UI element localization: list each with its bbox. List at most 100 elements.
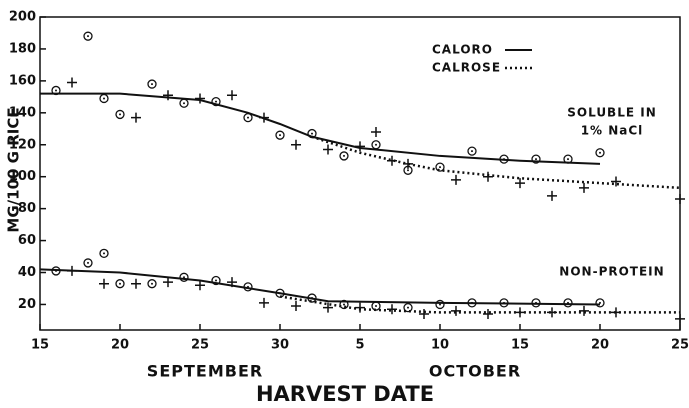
circle-marker bbox=[51, 85, 61, 96]
x-tick-label: 15 bbox=[31, 338, 49, 353]
circle-center bbox=[439, 166, 441, 169]
plus-marker bbox=[451, 174, 461, 185]
circle-center bbox=[279, 134, 281, 137]
plus-marker bbox=[355, 141, 365, 152]
plus-marker bbox=[195, 280, 205, 291]
circle-center bbox=[247, 116, 249, 119]
y-tick-label: 20 bbox=[18, 297, 36, 312]
circle-center bbox=[567, 158, 569, 161]
month-label: SEPTEMBER bbox=[147, 362, 263, 381]
circle-marker bbox=[211, 96, 221, 107]
plus-marker bbox=[195, 93, 205, 104]
y-tick-label: 60 bbox=[18, 233, 36, 248]
circle-center bbox=[151, 282, 153, 285]
plus-marker bbox=[675, 313, 685, 324]
circle-center bbox=[103, 97, 105, 100]
circle-center bbox=[103, 252, 105, 255]
x-tick-label: 15 bbox=[511, 338, 529, 353]
circle-marker bbox=[147, 279, 157, 289]
plus-marker bbox=[451, 305, 461, 316]
circle-marker bbox=[115, 109, 125, 120]
x-tick-label: 5 bbox=[355, 338, 364, 353]
circle-marker bbox=[595, 148, 605, 158]
circle-center bbox=[471, 150, 473, 153]
circle-center bbox=[407, 169, 409, 172]
fit-line bbox=[311, 135, 681, 190]
circle-marker bbox=[211, 275, 221, 286]
plus-marker bbox=[163, 90, 173, 101]
fit-line bbox=[40, 92, 601, 165]
y-tick-label: 120 bbox=[9, 137, 36, 152]
plus-marker bbox=[259, 297, 269, 308]
plus-marker bbox=[371, 126, 381, 137]
circle-center bbox=[599, 151, 601, 154]
circle-marker bbox=[339, 299, 349, 310]
circle-center bbox=[183, 102, 185, 105]
circle-marker bbox=[179, 98, 189, 108]
fit-line bbox=[39, 268, 601, 306]
x-tick-label: 30 bbox=[271, 338, 289, 353]
circle-center bbox=[439, 303, 441, 306]
circle-center bbox=[87, 35, 89, 38]
plus-marker bbox=[611, 176, 621, 187]
y-tick-label: 200 bbox=[9, 10, 36, 25]
y-tick-label: 140 bbox=[9, 105, 36, 120]
plus-marker bbox=[227, 277, 237, 288]
legend-label: CALORO bbox=[432, 43, 493, 57]
circle-marker bbox=[371, 301, 381, 311]
plus-marker bbox=[611, 307, 621, 318]
circle-marker bbox=[307, 293, 317, 303]
month-label: OCTOBER bbox=[429, 362, 521, 381]
circle-marker bbox=[467, 298, 477, 308]
circle-center bbox=[119, 113, 121, 116]
circle-marker bbox=[99, 248, 109, 258]
circle-center bbox=[183, 276, 185, 279]
circle-center bbox=[55, 269, 57, 272]
circle-marker bbox=[275, 130, 285, 140]
x-tick-label: 10 bbox=[431, 338, 449, 353]
circle-center bbox=[343, 154, 345, 157]
circle-center bbox=[87, 261, 89, 264]
circle-marker bbox=[435, 299, 445, 310]
y-tick-label: 80 bbox=[18, 201, 36, 216]
circle-center bbox=[375, 305, 377, 308]
circle-marker bbox=[243, 282, 253, 292]
plus-marker bbox=[403, 158, 413, 169]
plus-marker bbox=[515, 178, 525, 189]
circle-marker bbox=[83, 258, 93, 268]
circle-marker bbox=[243, 112, 253, 123]
plus-marker bbox=[419, 309, 429, 320]
plus-marker bbox=[547, 307, 557, 318]
circle-center bbox=[471, 301, 473, 304]
circle-marker bbox=[371, 140, 381, 150]
y-tick-label: 40 bbox=[18, 265, 36, 280]
y-tick-label: 100 bbox=[9, 169, 36, 184]
circle-center bbox=[247, 285, 249, 288]
circle-marker bbox=[563, 154, 573, 164]
plus-marker bbox=[483, 171, 493, 182]
annotation: 1% NaCl bbox=[581, 124, 644, 138]
circle-center bbox=[311, 132, 313, 135]
circle-center bbox=[503, 158, 505, 161]
circle-marker bbox=[563, 298, 573, 308]
circle-marker bbox=[339, 151, 349, 161]
circle-center bbox=[279, 292, 281, 295]
y-axis-label: MG/100 G RICE bbox=[5, 107, 23, 232]
circle-center bbox=[599, 301, 601, 304]
plus-marker bbox=[227, 90, 237, 101]
plus-marker bbox=[675, 194, 685, 205]
plus-marker bbox=[67, 265, 77, 276]
x-axis-label: HARVEST DATE bbox=[256, 382, 434, 406]
circle-marker bbox=[595, 298, 605, 308]
plus-marker bbox=[259, 112, 269, 123]
circle-center bbox=[311, 297, 313, 300]
circle-marker bbox=[179, 272, 189, 282]
y-tick-label: 180 bbox=[9, 41, 36, 56]
plus-marker bbox=[387, 155, 397, 166]
plus-marker bbox=[579, 182, 589, 193]
circle-center bbox=[407, 306, 409, 309]
plus-marker bbox=[579, 305, 589, 316]
plus-marker bbox=[323, 302, 333, 313]
circle-center bbox=[119, 282, 121, 285]
plus-marker bbox=[291, 301, 301, 312]
